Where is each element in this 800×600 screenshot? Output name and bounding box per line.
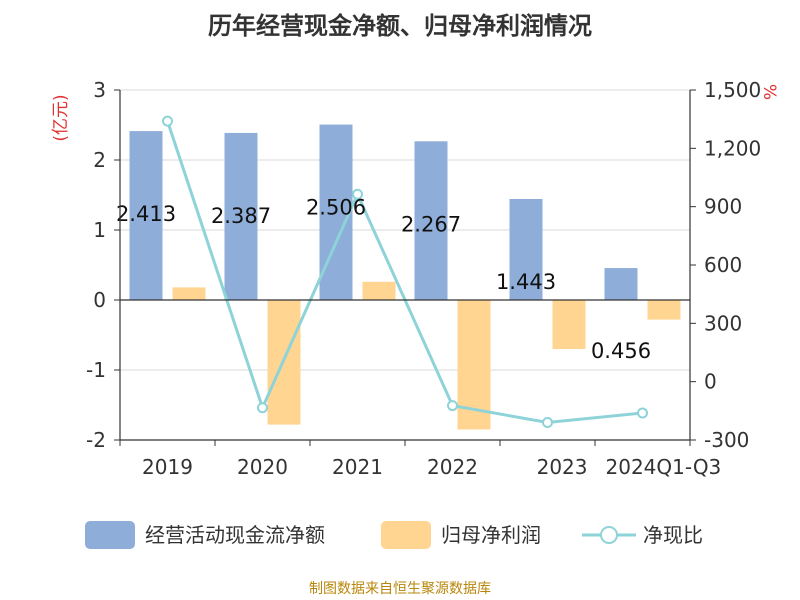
y-left-axis-label: (亿元) (51, 94, 71, 141)
x-tick-label: 2020 (237, 455, 288, 479)
legend-label: 归母净利润 (441, 523, 541, 547)
y-right-tick-label: 1,500 (704, 78, 761, 102)
legend-label: 净现比 (643, 523, 703, 547)
bar-operating-cashflow (224, 132, 258, 300)
line-point (257, 402, 268, 414)
legend-swatch (381, 521, 431, 549)
data-labels: 2.413 2.387 2.506 2.267 1.443 0.456 (116, 196, 651, 363)
line-point (542, 417, 553, 428)
y-right-axis-label: % (759, 84, 779, 100)
y-left-tick-label: 1 (93, 218, 106, 242)
y-right-tick-label: 600 (704, 253, 742, 277)
y-left-tick-label: -1 (86, 358, 106, 382)
x-tick-label: 2024Q1-Q3 (606, 455, 722, 479)
legend: 经营活动现金流净额 归母净利润 净现比 (85, 521, 703, 549)
data-label: 0.456 (591, 339, 651, 363)
legend-swatch (85, 521, 135, 549)
y-left-tick-label: 0 (93, 288, 106, 312)
bar-operating-cashflow (604, 268, 638, 300)
line-point (447, 400, 458, 412)
x-tick-label: 2023 (537, 455, 588, 479)
bar-net-profit (552, 300, 586, 349)
line-point (352, 188, 363, 200)
y-left-tick-label: 2 (93, 148, 106, 172)
y-left-tick-label: 3 (93, 78, 106, 102)
y-right-tick-label: 900 (704, 195, 742, 219)
axes: 3 2 1 0 -1 -2 1,500 1,200 900 600 300 0 -300 2019 2020… (51, 78, 779, 479)
bar-net-profit (647, 300, 681, 320)
data-source-note: 制图数据来自恒生聚源数据库 (309, 581, 491, 597)
bar-operating-cashflow (129, 131, 163, 300)
y-right-tick-label: 1,200 (704, 136, 761, 160)
legend-label: 经营活动现金流净额 (145, 523, 325, 547)
x-tick-label: 2019 (142, 455, 193, 479)
bar-net-profit (362, 281, 396, 300)
bar-net-profit (172, 287, 206, 300)
legend-marker (600, 526, 618, 544)
data-label: 2.387 (211, 204, 271, 228)
y-right-tick-label: 300 (704, 311, 742, 335)
bar-marks (129, 124, 681, 430)
grid-lines (120, 89, 690, 441)
data-label: 1.443 (496, 270, 556, 294)
chart-title: 历年经营现金净额、归母净利润情况 (208, 12, 592, 40)
y-left-tick-label: -2 (86, 428, 106, 452)
data-label: 2.267 (401, 212, 461, 236)
y-right-tick-label: -300 (704, 428, 749, 452)
x-tick-label: 2022 (427, 455, 478, 479)
line-point (162, 115, 173, 127)
line-point (637, 407, 648, 419)
data-label: 2.506 (306, 196, 366, 220)
y-right-tick-label: 0 (704, 370, 717, 394)
data-label: 2.413 (116, 202, 176, 226)
bar-operating-cashflow (414, 141, 448, 300)
bar-operating-cashflow (509, 198, 543, 300)
x-tick-label: 2021 (332, 455, 383, 479)
